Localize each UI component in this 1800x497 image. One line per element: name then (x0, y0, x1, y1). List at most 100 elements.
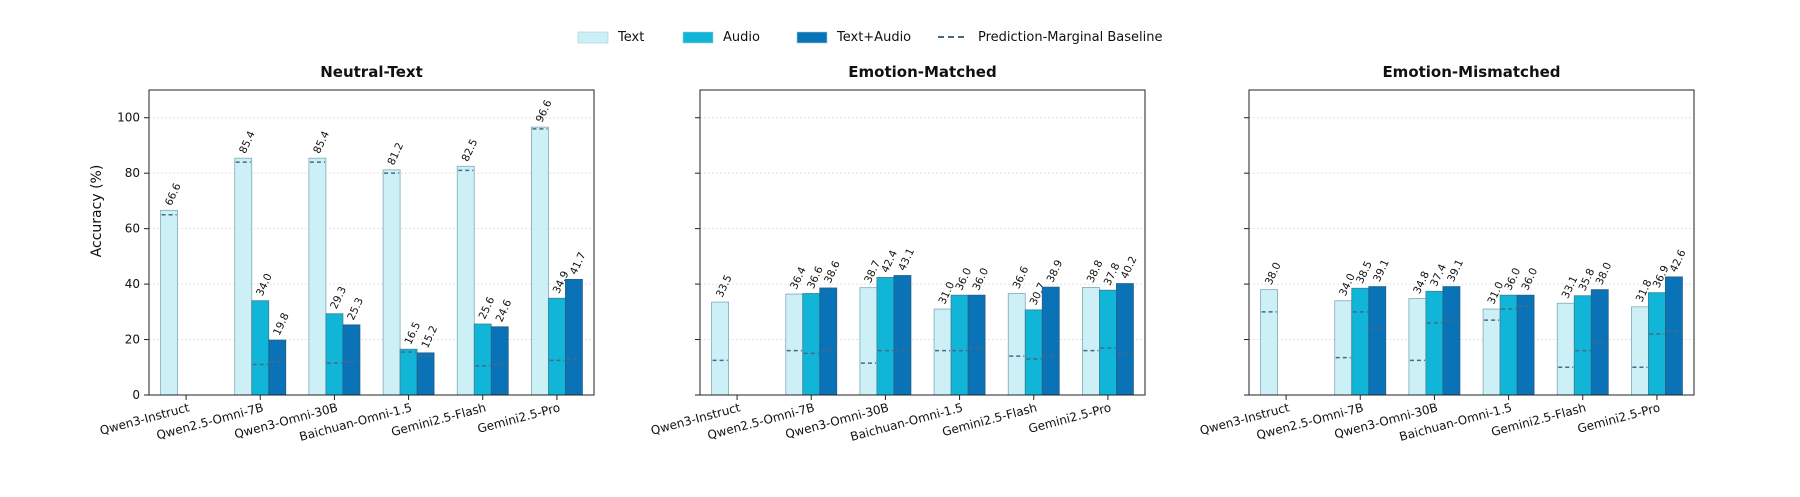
data-label: 25.3 (345, 296, 366, 322)
legend-swatch (796, 31, 828, 44)
bar-audio (548, 297, 566, 396)
bar-audio (876, 277, 895, 396)
data-label: 41.7 (568, 250, 589, 276)
bar-text-audio (893, 275, 912, 396)
data-label: 36.0 (970, 266, 991, 292)
bar-text (1482, 308, 1501, 396)
panels: Neutral-Text020406080100Qwen3-Instruct66… (98, 63, 1695, 444)
panel-title: Neutral-Text (320, 63, 423, 81)
panel-title: Emotion-Matched (848, 63, 996, 81)
bar-text (1408, 298, 1427, 396)
bar-audio (802, 293, 821, 396)
data-label: 36.0 (1519, 266, 1540, 292)
bar-audio (399, 348, 418, 396)
bar-text (234, 157, 253, 396)
bar-text (1334, 300, 1353, 396)
bar-text-audio (1041, 286, 1060, 396)
bar-text-audio (1442, 286, 1461, 396)
bar-text-audio (819, 287, 838, 396)
axes-frame (1248, 89, 1695, 396)
bar-audio (473, 323, 492, 396)
bar-text (933, 308, 952, 396)
bar-text (456, 165, 475, 396)
data-label: 66.6 (163, 181, 184, 208)
bar-audio (1499, 294, 1518, 396)
axes-frame (148, 89, 595, 396)
legend-item-prediction-marginal-baseline: Prediction-Marginal Baseline (938, 30, 1163, 45)
legend-swatch (577, 31, 609, 44)
data-label: 34.0 (254, 272, 275, 298)
axes-frame (699, 89, 1146, 396)
y-tick-label: 40 (125, 277, 140, 291)
data-label: 19.8 (271, 311, 292, 337)
data-label: 42.4 (879, 248, 900, 275)
bar-text-audio (416, 352, 435, 396)
data-label: 36.4 (788, 265, 809, 292)
bar-audio (1024, 309, 1043, 396)
bar-audio (1648, 292, 1666, 396)
data-label: 38.0 (1594, 261, 1615, 287)
bar-text (1556, 302, 1575, 396)
data-label: 38.5 (1354, 259, 1375, 285)
bar-audio (1099, 289, 1117, 396)
data-label: 43.1 (896, 246, 917, 272)
data-label: 39.1 (1445, 258, 1466, 284)
bar-text (382, 169, 401, 396)
data-label: 42.6 (1668, 248, 1689, 275)
bar-text-audio (565, 278, 583, 396)
bar-text-audio (1116, 283, 1134, 396)
data-label: 15.2 (419, 324, 440, 350)
bar-text-audio (342, 324, 361, 396)
panel-emotion-matched: Emotion-MatchedQwen3-Instruct33.5Qwen2.5… (649, 63, 1146, 444)
data-label: 85.4 (311, 129, 332, 156)
bar-text-audio (967, 294, 986, 396)
legend-swatch (682, 31, 714, 44)
y-tick-label: 20 (125, 333, 140, 347)
data-label: 36.6 (1011, 264, 1032, 291)
legend-item-text-audio: Text+Audio (796, 30, 911, 45)
bar-text (531, 126, 549, 396)
bar-text (1007, 293, 1026, 396)
data-label: 39.1 (1371, 258, 1392, 284)
data-label: 85.4 (237, 129, 258, 156)
data-label: 29.3 (328, 285, 349, 311)
bar-text-audio (1368, 286, 1387, 396)
panel-title: Emotion-Mismatched (1382, 63, 1560, 81)
bar-text-audio (1516, 294, 1535, 396)
bar-text (859, 287, 878, 396)
legend-label: Text (617, 30, 644, 45)
legend-item-audio: Audio (682, 30, 760, 45)
y-tick-label: 100 (117, 111, 140, 125)
data-label: 96.6 (534, 98, 555, 125)
panel-neutral-text: Neutral-Text020406080100Qwen3-Instruct66… (98, 63, 595, 444)
bar-text (308, 157, 327, 396)
data-label: 38.6 (822, 259, 843, 286)
x-tick-label: Gemini2.5-Pro (1027, 400, 1113, 436)
y-tick-label: 60 (125, 222, 140, 236)
bar-text-audio (490, 326, 509, 396)
data-label: 81.2 (385, 141, 406, 167)
x-tick-label: Gemini2.5-Pro (476, 400, 562, 436)
bar-audio (1351, 287, 1370, 396)
bar-text (1631, 306, 1649, 396)
y-tick-label: 0 (132, 388, 140, 402)
data-label: 40.2 (1119, 255, 1140, 281)
panel-emotion-mismatched: Emotion-MismatchedQwen3-Instruct38.0Qwen… (1198, 63, 1695, 444)
y-tick-label: 80 (125, 166, 140, 180)
data-label: 38.9 (1045, 258, 1066, 284)
data-label: 82.5 (460, 137, 481, 163)
legend-label: Audio (723, 30, 760, 45)
bar-text-audio (1665, 276, 1683, 396)
legend: Text Audio Text+Audio Prediction-Marginal B… (577, 30, 1163, 45)
bar-text (1082, 287, 1100, 396)
legend-label: Prediction-Marginal Baseline (978, 30, 1163, 45)
bar-audio (251, 300, 270, 396)
data-label: 24.6 (494, 298, 515, 325)
bar-audio (950, 294, 969, 396)
bar-text (785, 293, 804, 396)
bar-audio (1573, 295, 1592, 396)
data-label: 38.0 (1263, 261, 1284, 287)
bar-text (160, 209, 178, 396)
bar-text-audio (268, 339, 287, 396)
